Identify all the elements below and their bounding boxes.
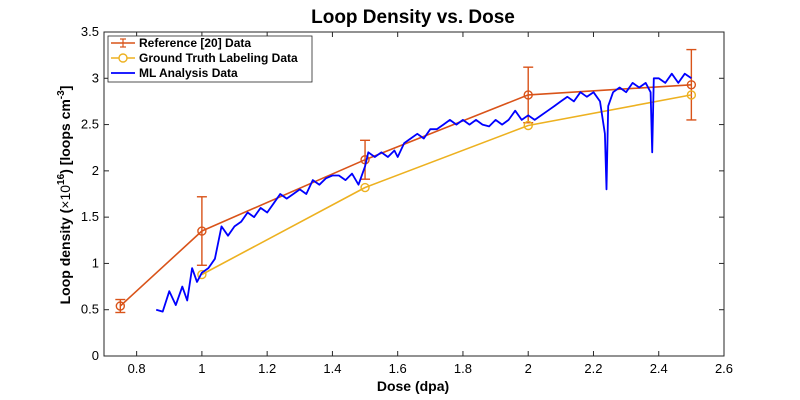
- x-tick-label: 2.6: [715, 361, 733, 376]
- axis-ticks: [104, 31, 725, 357]
- y-tick-label: 1: [92, 255, 99, 270]
- x-tick-label: 2.2: [584, 361, 602, 376]
- data-point: [115, 301, 126, 311]
- x-tick-label: 1.6: [389, 361, 407, 376]
- y-tick-label: 0: [92, 348, 99, 363]
- series-line: [201, 94, 692, 276]
- legend-item-ml: ML Analysis Data: [111, 66, 238, 80]
- legend: Reference [20] Data Ground Truth Labelin…: [107, 35, 313, 83]
- chart-title: Loop Density vs. Dose: [311, 7, 515, 28]
- series-2: [155, 72, 692, 313]
- y-tick-label: 3.5: [81, 24, 99, 39]
- legend-box: [107, 35, 313, 83]
- data-point: [197, 269, 207, 280]
- plot-area: [103, 31, 725, 357]
- x-tick-label: 1.8: [454, 361, 472, 376]
- x-axis-label: Dose (dpa): [377, 378, 449, 394]
- series-1: [197, 90, 697, 280]
- legend-item-reference: Reference [20] Data: [111, 36, 251, 50]
- legend-label-reference: Reference [20] Data: [139, 36, 251, 50]
- data-point: [686, 80, 697, 90]
- x-tick-label: 2: [525, 361, 532, 376]
- y-axis-label: Loop density (×1016) [loops cm-3]: [56, 86, 73, 305]
- tick-labels: 0.8 1 1.2 1.4 1.6 1.8 2 2.2 2.4 2.6 0 0.5 1 1.5 2 2.5 3 3…: [81, 24, 733, 376]
- x-tick-label: 2.4: [650, 361, 668, 376]
- x-tick-label: 0.8: [128, 361, 146, 376]
- y-tick-label: 1.5: [81, 209, 99, 224]
- series-0: [115, 48, 697, 314]
- legend-item-ground-truth: Ground Truth Labeling Data: [111, 51, 298, 65]
- data-point: [360, 182, 370, 193]
- data-point: [197, 226, 207, 236]
- y-tick-label: 0.5: [81, 302, 99, 317]
- x-tick-label: 1.2: [258, 361, 276, 376]
- x-tick-label: 1: [198, 361, 205, 376]
- y-tick-label: 2: [92, 163, 99, 178]
- series-layer: [115, 48, 697, 314]
- data-point: [686, 90, 697, 100]
- y-tick-label: 3: [92, 70, 99, 85]
- series-line: [155, 72, 692, 313]
- y-tick-label: 2.5: [81, 117, 99, 132]
- data-point: [523, 120, 533, 131]
- legend-label-ml: ML Analysis Data: [139, 66, 238, 80]
- x-tick-label: 1.4: [323, 361, 341, 376]
- data-point: [523, 90, 533, 100]
- legend-label-ground-truth: Ground Truth Labeling Data: [139, 51, 298, 65]
